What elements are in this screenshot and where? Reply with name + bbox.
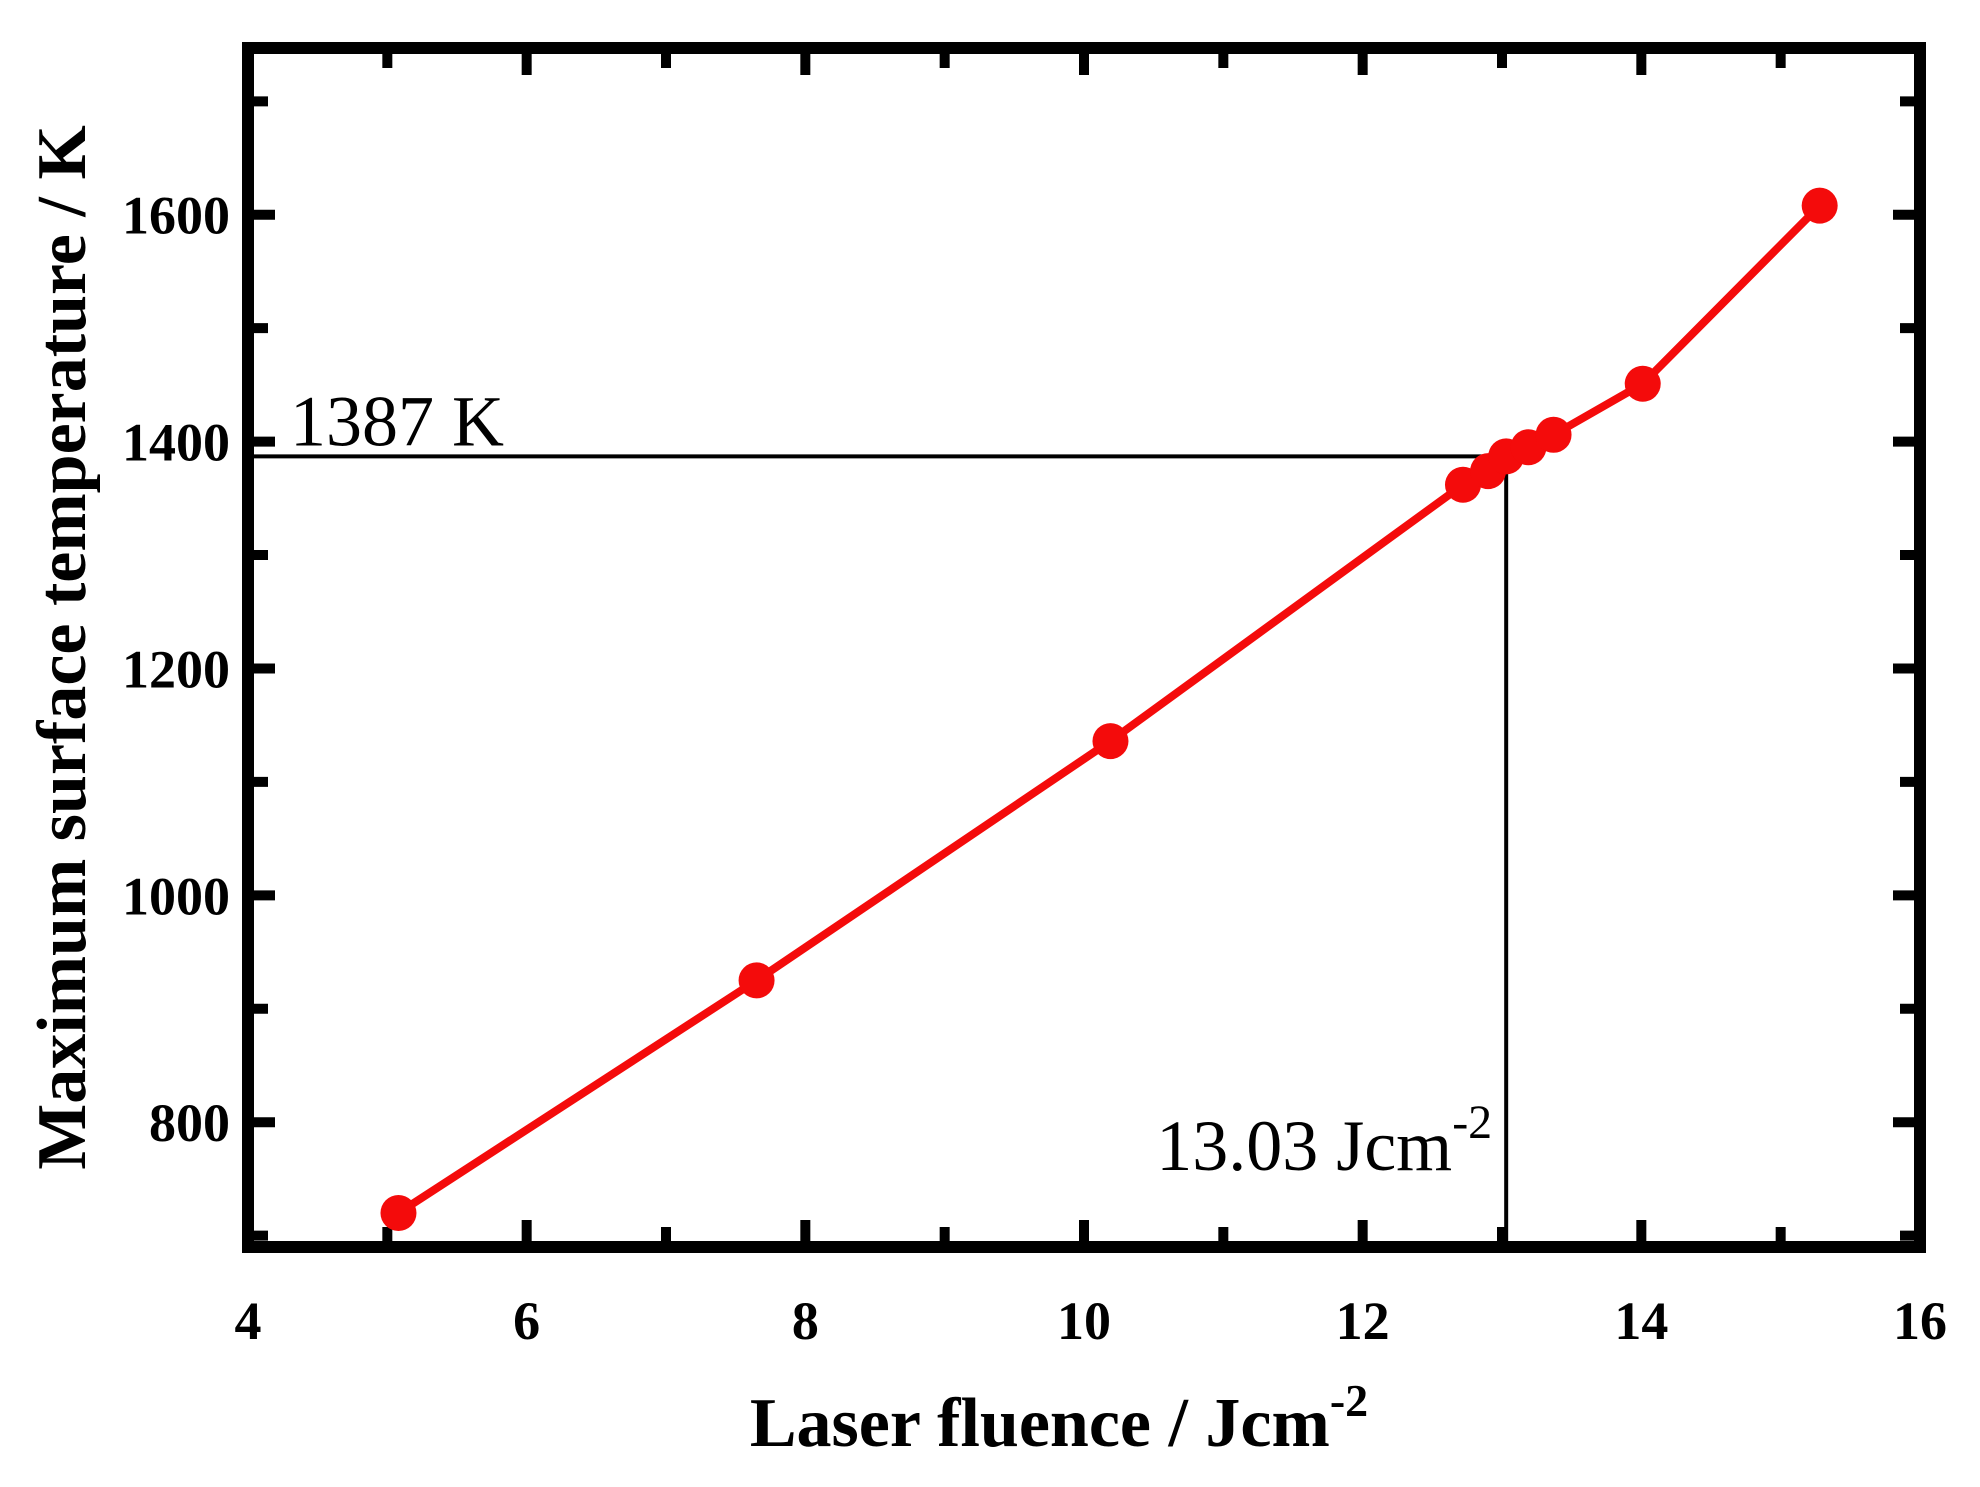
x-tick-label: 14 (1614, 1291, 1668, 1351)
data-point (1801, 187, 1838, 224)
x-tick-label: 12 (1336, 1291, 1390, 1351)
x-tick-label: 10 (1057, 1291, 1111, 1351)
data-point (1624, 365, 1661, 402)
annotation-label-temperature: 1387 K (290, 381, 504, 461)
tick-labels: 4 6 8 10 12 14 16 800 1000 1200 1400 1600 (122, 186, 1947, 1351)
data-line (394, 201, 1824, 1217)
data-point (738, 962, 775, 999)
data-point (1092, 723, 1129, 760)
x-axis-title: Laser fluence / Jcm-2 (750, 1375, 1368, 1462)
y-tick-label: 1200 (122, 639, 230, 699)
y-axis-title: Maximum surface temperature / K (24, 125, 101, 1170)
axis-ticks (243, 48, 1925, 1247)
annotation-label-fluence: 13.03 Jcm-2 (1156, 1096, 1492, 1186)
y-tick-label: 1400 (122, 413, 230, 473)
x-tick-label: 8 (792, 1291, 819, 1351)
y-tick-label: 800 (149, 1093, 230, 1153)
x-tick-label: 4 (235, 1291, 262, 1351)
plot-frame (242, 42, 1926, 1253)
y-tick-label: 1000 (122, 866, 230, 926)
data-point (1535, 416, 1572, 453)
x-tick-label: 6 (513, 1291, 540, 1351)
x-tick-label: 16 (1893, 1291, 1947, 1351)
data-point (380, 1194, 417, 1231)
y-tick-label: 1600 (122, 186, 230, 246)
